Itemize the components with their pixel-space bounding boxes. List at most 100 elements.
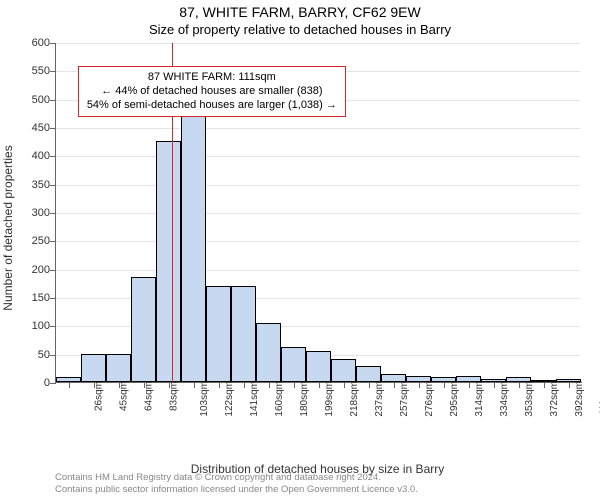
- x-tick: [319, 382, 320, 388]
- y-tick-label: 350: [12, 179, 50, 191]
- histogram-bar: [281, 347, 306, 382]
- grid-line: [56, 156, 580, 157]
- y-tick: [50, 128, 56, 129]
- grid-line: [56, 270, 580, 271]
- x-tick: [94, 382, 95, 388]
- y-tick: [50, 383, 56, 384]
- y-tick: [50, 100, 56, 101]
- histogram-bar: [231, 286, 256, 382]
- y-tick-label: 300: [12, 207, 50, 219]
- x-tick-label: 45sqm: [118, 381, 129, 411]
- y-tick-label: 550: [12, 65, 50, 77]
- x-tick-label: 180sqm: [299, 381, 310, 417]
- x-tick: [344, 382, 345, 388]
- y-tick-label: 0: [12, 377, 50, 389]
- x-tick: [569, 382, 570, 388]
- y-tick: [50, 185, 56, 186]
- x-tick: [194, 382, 195, 388]
- x-tick: [394, 382, 395, 388]
- grid-line: [56, 43, 580, 44]
- x-tick-label: 218sqm: [349, 381, 360, 417]
- y-tick: [50, 213, 56, 214]
- attribution-block: Contains HM Land Registry data © Crown c…: [55, 472, 418, 496]
- x-tick: [294, 382, 295, 388]
- grid-line: [56, 185, 580, 186]
- x-tick-label: 314sqm: [474, 381, 485, 417]
- x-tick: [444, 382, 445, 388]
- x-tick-label: 160sqm: [274, 381, 285, 417]
- histogram-bar: [381, 374, 406, 383]
- y-tick-label: 50: [12, 349, 50, 361]
- x-tick-label: 353sqm: [524, 381, 535, 417]
- y-tick-label: 400: [12, 150, 50, 162]
- x-tick-label: 372sqm: [549, 381, 560, 417]
- x-tick-label: 237sqm: [374, 381, 385, 417]
- histogram-bar: [356, 366, 381, 382]
- y-tick-label: 600: [12, 37, 50, 49]
- histogram-bar: [131, 277, 156, 382]
- annotation-box: 87 WHITE FARM: 111sqm← 44% of detached h…: [78, 66, 346, 117]
- x-tick: [244, 382, 245, 388]
- histogram-bar: [181, 113, 206, 382]
- x-tick-label: 103sqm: [199, 381, 210, 417]
- y-tick: [50, 43, 56, 44]
- x-tick: [419, 382, 420, 388]
- y-tick: [50, 156, 56, 157]
- x-tick-label: 199sqm: [324, 381, 335, 417]
- plot-area: 05010015020025030035040045050055060026sq…: [55, 43, 580, 383]
- histogram-bar: [206, 286, 231, 382]
- x-tick-label: 295sqm: [449, 381, 460, 417]
- chart-subtitle: Size of property relative to detached ho…: [0, 20, 600, 43]
- histogram-bar: [331, 359, 356, 382]
- histogram-bar: [106, 354, 131, 382]
- y-tick: [50, 326, 56, 327]
- grid-line: [56, 213, 580, 214]
- x-tick: [494, 382, 495, 388]
- histogram-bar: [81, 354, 106, 382]
- x-tick: [269, 382, 270, 388]
- y-tick-label: 150: [12, 292, 50, 304]
- x-tick-label: 64sqm: [143, 381, 154, 411]
- attribution-line-2: Contains public sector information licen…: [55, 484, 418, 496]
- grid-line: [56, 241, 580, 242]
- annotation-line: ← 44% of detached houses are smaller (83…: [87, 84, 337, 98]
- plot-wrap: Number of detached properties 0501001502…: [0, 43, 600, 413]
- x-tick-label: 83sqm: [168, 381, 179, 411]
- x-tick: [69, 382, 70, 388]
- chart-container: 87, WHITE FARM, BARRY, CF62 9EW Size of …: [0, 0, 600, 500]
- x-tick-label: 26sqm: [93, 381, 104, 411]
- histogram-bar: [306, 351, 331, 382]
- x-tick-label: 122sqm: [224, 381, 235, 417]
- histogram-bar: [156, 141, 181, 382]
- y-tick-label: 250: [12, 235, 50, 247]
- annotation-line: 87 WHITE FARM: 111sqm: [87, 70, 337, 84]
- x-tick: [219, 382, 220, 388]
- y-tick: [50, 71, 56, 72]
- y-axis-title: Number of detached properties: [1, 145, 15, 310]
- y-tick-label: 100: [12, 320, 50, 332]
- x-tick: [369, 382, 370, 388]
- x-tick: [469, 382, 470, 388]
- y-tick-label: 500: [12, 94, 50, 106]
- x-tick-label: 334sqm: [499, 381, 510, 417]
- attribution-line-1: Contains HM Land Registry data © Crown c…: [55, 472, 418, 484]
- histogram-bar: [256, 323, 281, 383]
- y-tick: [50, 270, 56, 271]
- y-tick: [50, 298, 56, 299]
- x-tick: [119, 382, 120, 388]
- x-tick: [144, 382, 145, 388]
- x-tick: [544, 382, 545, 388]
- y-tick: [50, 355, 56, 356]
- chart-title: 87, WHITE FARM, BARRY, CF62 9EW: [0, 0, 600, 20]
- x-tick: [169, 382, 170, 388]
- annotation-line: 54% of semi-detached houses are larger (…: [87, 98, 337, 112]
- grid-line: [56, 128, 580, 129]
- y-tick-label: 200: [12, 264, 50, 276]
- x-tick-label: 141sqm: [249, 381, 260, 417]
- y-tick-label: 450: [12, 122, 50, 134]
- y-tick: [50, 241, 56, 242]
- x-tick-label: 392sqm: [574, 381, 585, 417]
- x-tick-label: 257sqm: [399, 381, 410, 417]
- x-tick: [519, 382, 520, 388]
- x-tick-label: 276sqm: [424, 381, 435, 417]
